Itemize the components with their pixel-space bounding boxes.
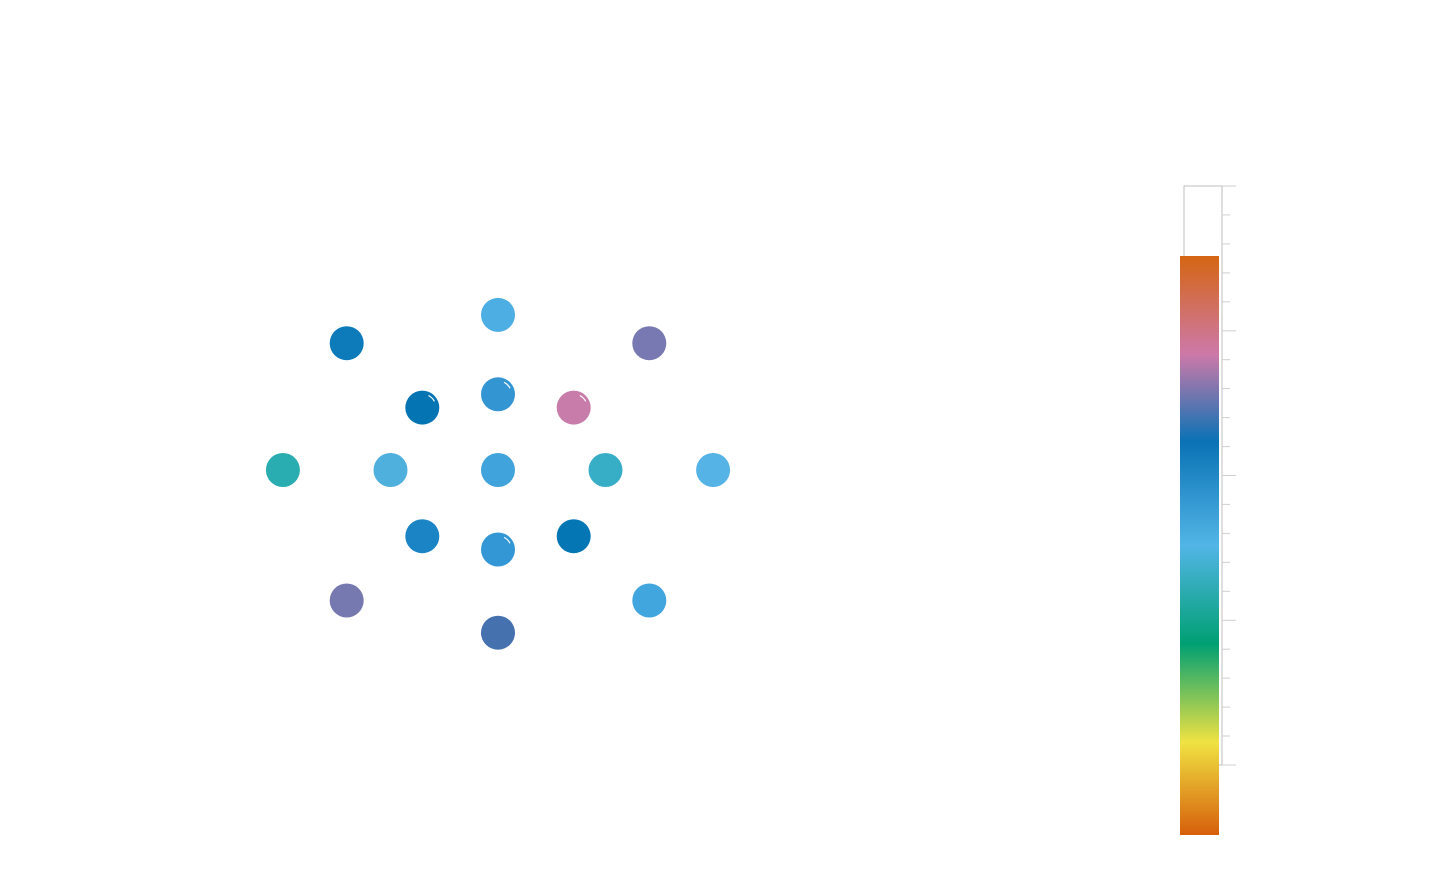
data-point-7	[405, 519, 440, 554]
data-point-10	[481, 297, 515, 332]
data-point-14	[696, 453, 731, 487]
data-point-4-highlight	[579, 394, 587, 402]
data-point-8	[556, 519, 591, 554]
data-point-2-highlight	[503, 381, 511, 389]
colorbar-gradient	[1180, 256, 1219, 835]
data-point-4	[556, 390, 591, 425]
data-point-6	[588, 453, 623, 487]
data-point-17	[481, 615, 515, 650]
data-point-3	[405, 390, 440, 425]
data-point-2	[481, 377, 515, 412]
data-point-9	[481, 532, 515, 567]
data-point-15	[329, 583, 364, 618]
data-point-1	[481, 453, 515, 487]
data-point-9-highlight	[503, 536, 511, 544]
data-point-5	[373, 453, 408, 487]
data-point-12	[632, 326, 667, 361]
colorbar-ticks	[1222, 185, 1236, 766]
scatter-points	[265, 297, 731, 650]
data-point-16	[632, 583, 667, 618]
data-point-11	[329, 326, 364, 361]
data-point-13	[265, 453, 300, 487]
data-point-3-highlight	[428, 394, 435, 402]
colorbar	[1180, 185, 1236, 835]
